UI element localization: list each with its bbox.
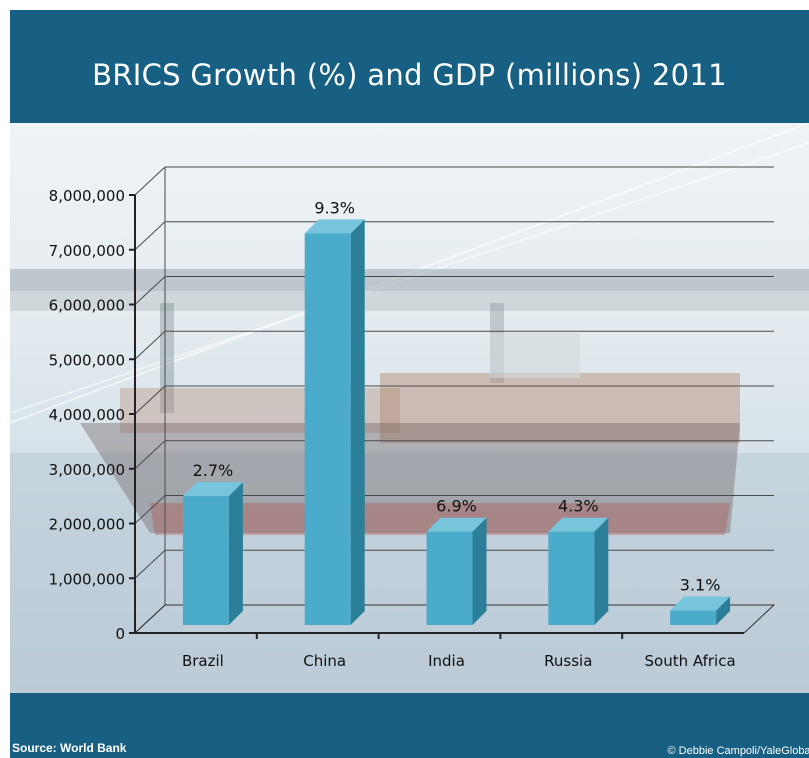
background-photo	[10, 123, 809, 693]
y-tick-label: 8,000,000	[49, 187, 125, 205]
bar-top	[548, 517, 609, 532]
bar	[304, 233, 351, 625]
bar-top	[182, 482, 243, 497]
credit-note: © Debbie Campoli/YaleGlobal	[667, 745, 809, 757]
data-label: 3.1%	[680, 576, 721, 595]
water-backdrop	[10, 453, 809, 693]
bar-side	[228, 482, 243, 625]
bar	[426, 531, 473, 625]
y-tick-label: 2,000,000	[49, 516, 125, 534]
bridge-truss	[10, 291, 809, 311]
y-tick-label: 1,000,000	[49, 570, 125, 588]
y-tick-label: 4,000,000	[49, 406, 125, 424]
ship-containers	[380, 373, 740, 443]
gridline-depth	[134, 166, 166, 196]
bars	[182, 219, 731, 625]
gridline-depth	[134, 549, 166, 579]
x-tick-label: China	[303, 652, 346, 670]
bar-side	[472, 517, 487, 625]
ship-bridge	[490, 333, 580, 378]
bar-side	[594, 517, 609, 625]
chart-panel: 0 1,000,000 2,000,000 3,000,000 4,000,000 5,0…	[10, 123, 809, 693]
x-tick-label: South Africa	[645, 652, 736, 670]
bar-side	[350, 219, 365, 625]
y-tick-label: 5,000,000	[49, 351, 125, 369]
gridline-depth	[134, 221, 166, 251]
x-tick-label: India	[428, 652, 465, 670]
gridline-depth	[134, 330, 166, 360]
bar	[670, 610, 717, 625]
y-tick-label: 3,000,000	[49, 461, 125, 479]
bar	[182, 496, 229, 625]
gridline-depth	[134, 440, 166, 470]
x-tick-label: Brazil	[182, 652, 224, 670]
labels: 0 1,000,000 2,000,000 3,000,000 4,000,000 5,0…	[49, 187, 736, 670]
data-label: 2.7%	[193, 461, 234, 480]
y-tick-label: 7,000,000	[49, 242, 125, 260]
gridline-depth	[134, 385, 166, 415]
footer-banner: Source: World Bank © Debbie Campoli/Yale…	[10, 693, 809, 758]
bar	[548, 531, 595, 625]
bridge-deck	[10, 269, 809, 291]
axes	[129, 194, 744, 639]
gridline-depth	[134, 495, 166, 524]
ship-hull	[80, 423, 740, 533]
gridline-depth	[134, 276, 166, 305]
y-tick-label: 6,000,000	[49, 297, 125, 315]
bar-top	[304, 219, 365, 234]
data-label: 4.3%	[558, 497, 599, 516]
source-note: Source: World Bank	[12, 741, 127, 755]
x-tick-label: Russia	[544, 652, 592, 670]
bar-top	[670, 596, 731, 611]
data-label: 6.9%	[436, 497, 477, 516]
bar-top	[426, 517, 487, 532]
bar-chart: 0 1,000,000 2,000,000 3,000,000 4,000,000 5,0…	[49, 166, 776, 670]
chart-title: BRICS Growth (%) and GDP (millions) 2011	[92, 58, 727, 92]
y-tick-label: 0	[115, 625, 125, 643]
title-banner: BRICS Growth (%) and GDP (millions) 2011	[10, 10, 809, 123]
bar-side	[716, 596, 731, 625]
data-label: 9.3%	[314, 198, 355, 217]
